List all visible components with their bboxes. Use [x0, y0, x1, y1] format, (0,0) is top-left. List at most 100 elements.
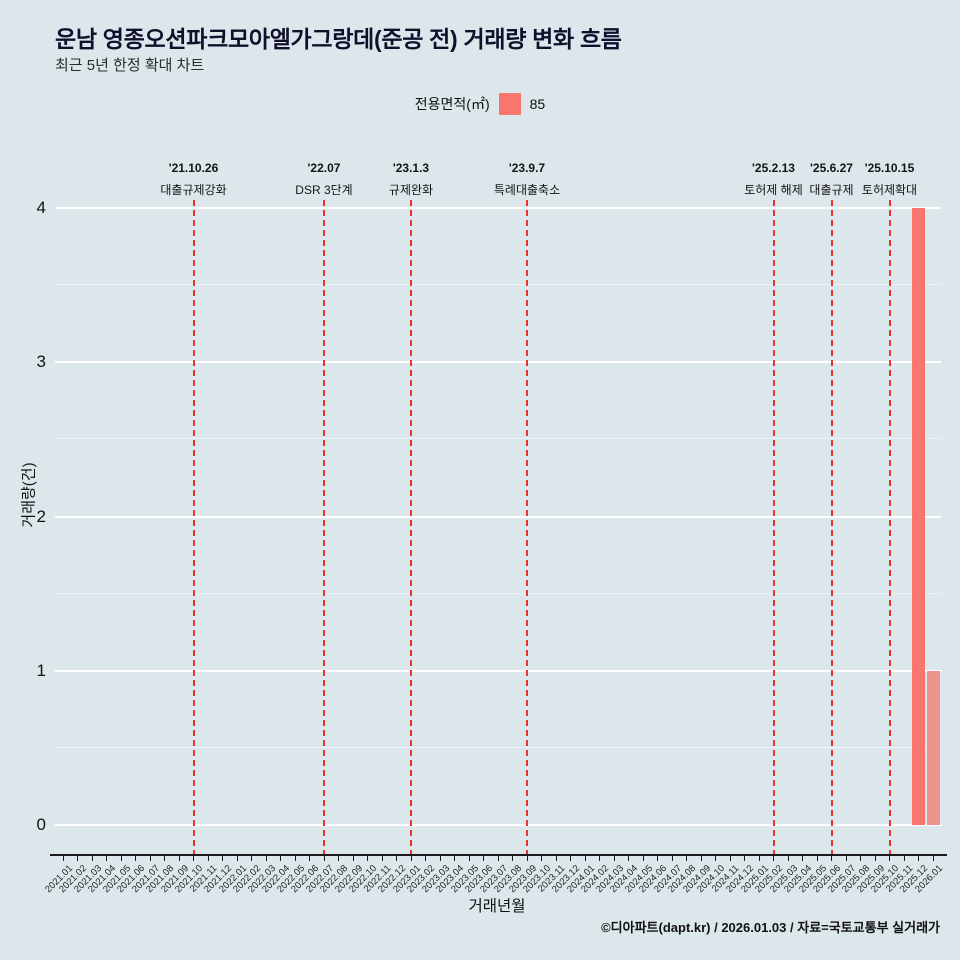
- x-tick-2022.04: [280, 856, 281, 861]
- x-tick-2021.07: [149, 856, 151, 861]
- event-line-2021.10: [192, 200, 195, 855]
- x-tick-2025.01: [758, 856, 760, 861]
- x-axis-line: [50, 854, 947, 856]
- bar-2026.01: [926, 670, 940, 825]
- x-tick-2023.03: [439, 856, 441, 861]
- event-date-2023.01: '23.1.3: [392, 161, 430, 175]
- x-tick-2024.01: [584, 856, 586, 861]
- x-tick-2024.07: [671, 856, 673, 861]
- gridline-minor-2.5: [55, 438, 941, 440]
- y-tick-label-4: 4: [36, 198, 46, 217]
- event-date-2023.09: '23.9.7: [508, 161, 546, 175]
- x-tick-2022.01: [236, 856, 238, 861]
- event-line-2023.01: [410, 200, 412, 855]
- x-tick-2022.11: [381, 856, 383, 861]
- event-line-2025.02: [772, 200, 775, 855]
- x-tick-2026.01: [932, 856, 934, 861]
- x-tick-2022.05: [294, 856, 296, 861]
- x-tick-2021.05: [120, 856, 122, 861]
- x-tick-2022.12: [396, 856, 397, 861]
- event-date-2025.06: '25.6.27: [810, 161, 853, 175]
- x-tick-2025.07: [845, 856, 847, 861]
- x-tick-2022.02: [251, 856, 252, 861]
- event-label-2023.01: 규제완화: [388, 183, 434, 197]
- gridline-minor-1.5: [55, 592, 941, 594]
- x-axis-title: 거래년월: [468, 898, 526, 915]
- event-line-2025.06: [830, 200, 833, 855]
- x-tick-2024.12: [744, 856, 745, 861]
- event-label-2023.09: 특례대출축소: [493, 183, 561, 197]
- y-tick-label-3: 3: [36, 352, 46, 372]
- x-tick-2023.04: [454, 856, 455, 861]
- x-tick-2025.11: [903, 856, 905, 861]
- x-tick-2022.10: [367, 856, 368, 861]
- x-tick-2023.09: [526, 856, 528, 861]
- x-tick-2021.01: [62, 856, 64, 861]
- x-tick-2021.03: [91, 856, 93, 861]
- x-tick-2021.09: [178, 856, 180, 861]
- x-tick-2021.04: [106, 856, 107, 861]
- x-tick-2022.06: [309, 856, 310, 861]
- x-tick-2023.01: [410, 856, 412, 861]
- y-tick-label-2: 2: [36, 506, 46, 526]
- event-date-2025.02: '25.2.13: [752, 161, 795, 175]
- gridline-major-0: [55, 824, 941, 826]
- gridline-major-1: [55, 669, 941, 672]
- gridline-major-4: [55, 207, 941, 209]
- x-tick-2023.10: [541, 856, 542, 861]
- x-tick-2024.04: [628, 856, 629, 861]
- event-label-2025.06: 대출규제: [809, 183, 854, 197]
- y-tick-label-1: 1: [36, 660, 46, 680]
- footer-credit: ©디아파트(dapt.kr) / 2026.01.03 / 자료=국토교통부 실…: [601, 920, 940, 935]
- x-tick-2024.09: [700, 856, 702, 861]
- x-tick-2022.08: [338, 856, 339, 861]
- gridline-major-3: [55, 361, 941, 364]
- x-tick-2025.04: [802, 856, 803, 861]
- x-tick-2025.06: [831, 856, 832, 861]
- x-tick-2025.10: [889, 856, 890, 861]
- x-tick-2023.11: [555, 856, 557, 861]
- gridline-minor-3.5: [55, 284, 941, 286]
- event-line-2023.09: [526, 200, 528, 855]
- plot-area: [55, 207, 941, 826]
- x-tick-2022.07: [323, 856, 325, 861]
- x-tick-2022.09: [352, 856, 354, 861]
- legend-value: 85: [529, 96, 546, 112]
- x-tick-2025.03: [787, 856, 789, 861]
- page-title: 운남 영종오션파크모아엘가그랑데(준공 전) 거래량 변화 흐름: [55, 26, 622, 52]
- event-label-2025.02: 토허제 해제: [744, 183, 803, 197]
- x-tick-2021.08: [164, 856, 165, 861]
- event-label-2022.07: DSR 3단계: [295, 183, 353, 197]
- x-tick-2023.02: [425, 856, 426, 861]
- x-tick-2023.05: [468, 856, 470, 861]
- event-date-2025.10: '25.10.15: [864, 161, 915, 175]
- x-tick-2022.03: [265, 856, 267, 861]
- x-tick-2023.06: [483, 856, 484, 861]
- gridline-major-2: [55, 515, 941, 518]
- x-tick-2021.12: [222, 856, 223, 861]
- x-tick-2024.05: [642, 856, 644, 861]
- event-label-2025.10: 토허제확대: [861, 183, 918, 197]
- x-tick-2023.08: [512, 856, 513, 861]
- x-tick-2025.08: [860, 856, 861, 861]
- x-tick-2024.03: [613, 856, 615, 861]
- event-line-2022.07: [323, 200, 325, 855]
- bar-2025.12: [912, 208, 925, 825]
- x-tick-2021.06: [135, 856, 136, 861]
- x-tick-2021.02: [77, 856, 78, 861]
- x-tick-2021.11: [207, 856, 209, 861]
- x-tick-2024.10: [715, 856, 716, 861]
- event-line-2025.10: [888, 200, 891, 855]
- gridline-minor-0.5: [55, 746, 941, 748]
- x-tick-2025.05: [816, 856, 818, 861]
- x-tick-2021.10: [193, 856, 194, 861]
- x-tick-2023.12: [570, 856, 571, 861]
- event-label-2021.10: 대출규제강화: [160, 183, 227, 197]
- x-tick-2023.07: [497, 856, 499, 861]
- x-tick-2024.02: [599, 856, 600, 861]
- y-tick-label-0: 0: [36, 815, 46, 834]
- x-tick-2024.11: [729, 856, 731, 861]
- legend-label: 전용면적(㎡): [414, 96, 490, 112]
- event-date-2021.10: '21.10.26: [168, 161, 219, 175]
- x-tick-2025.09: [874, 856, 876, 861]
